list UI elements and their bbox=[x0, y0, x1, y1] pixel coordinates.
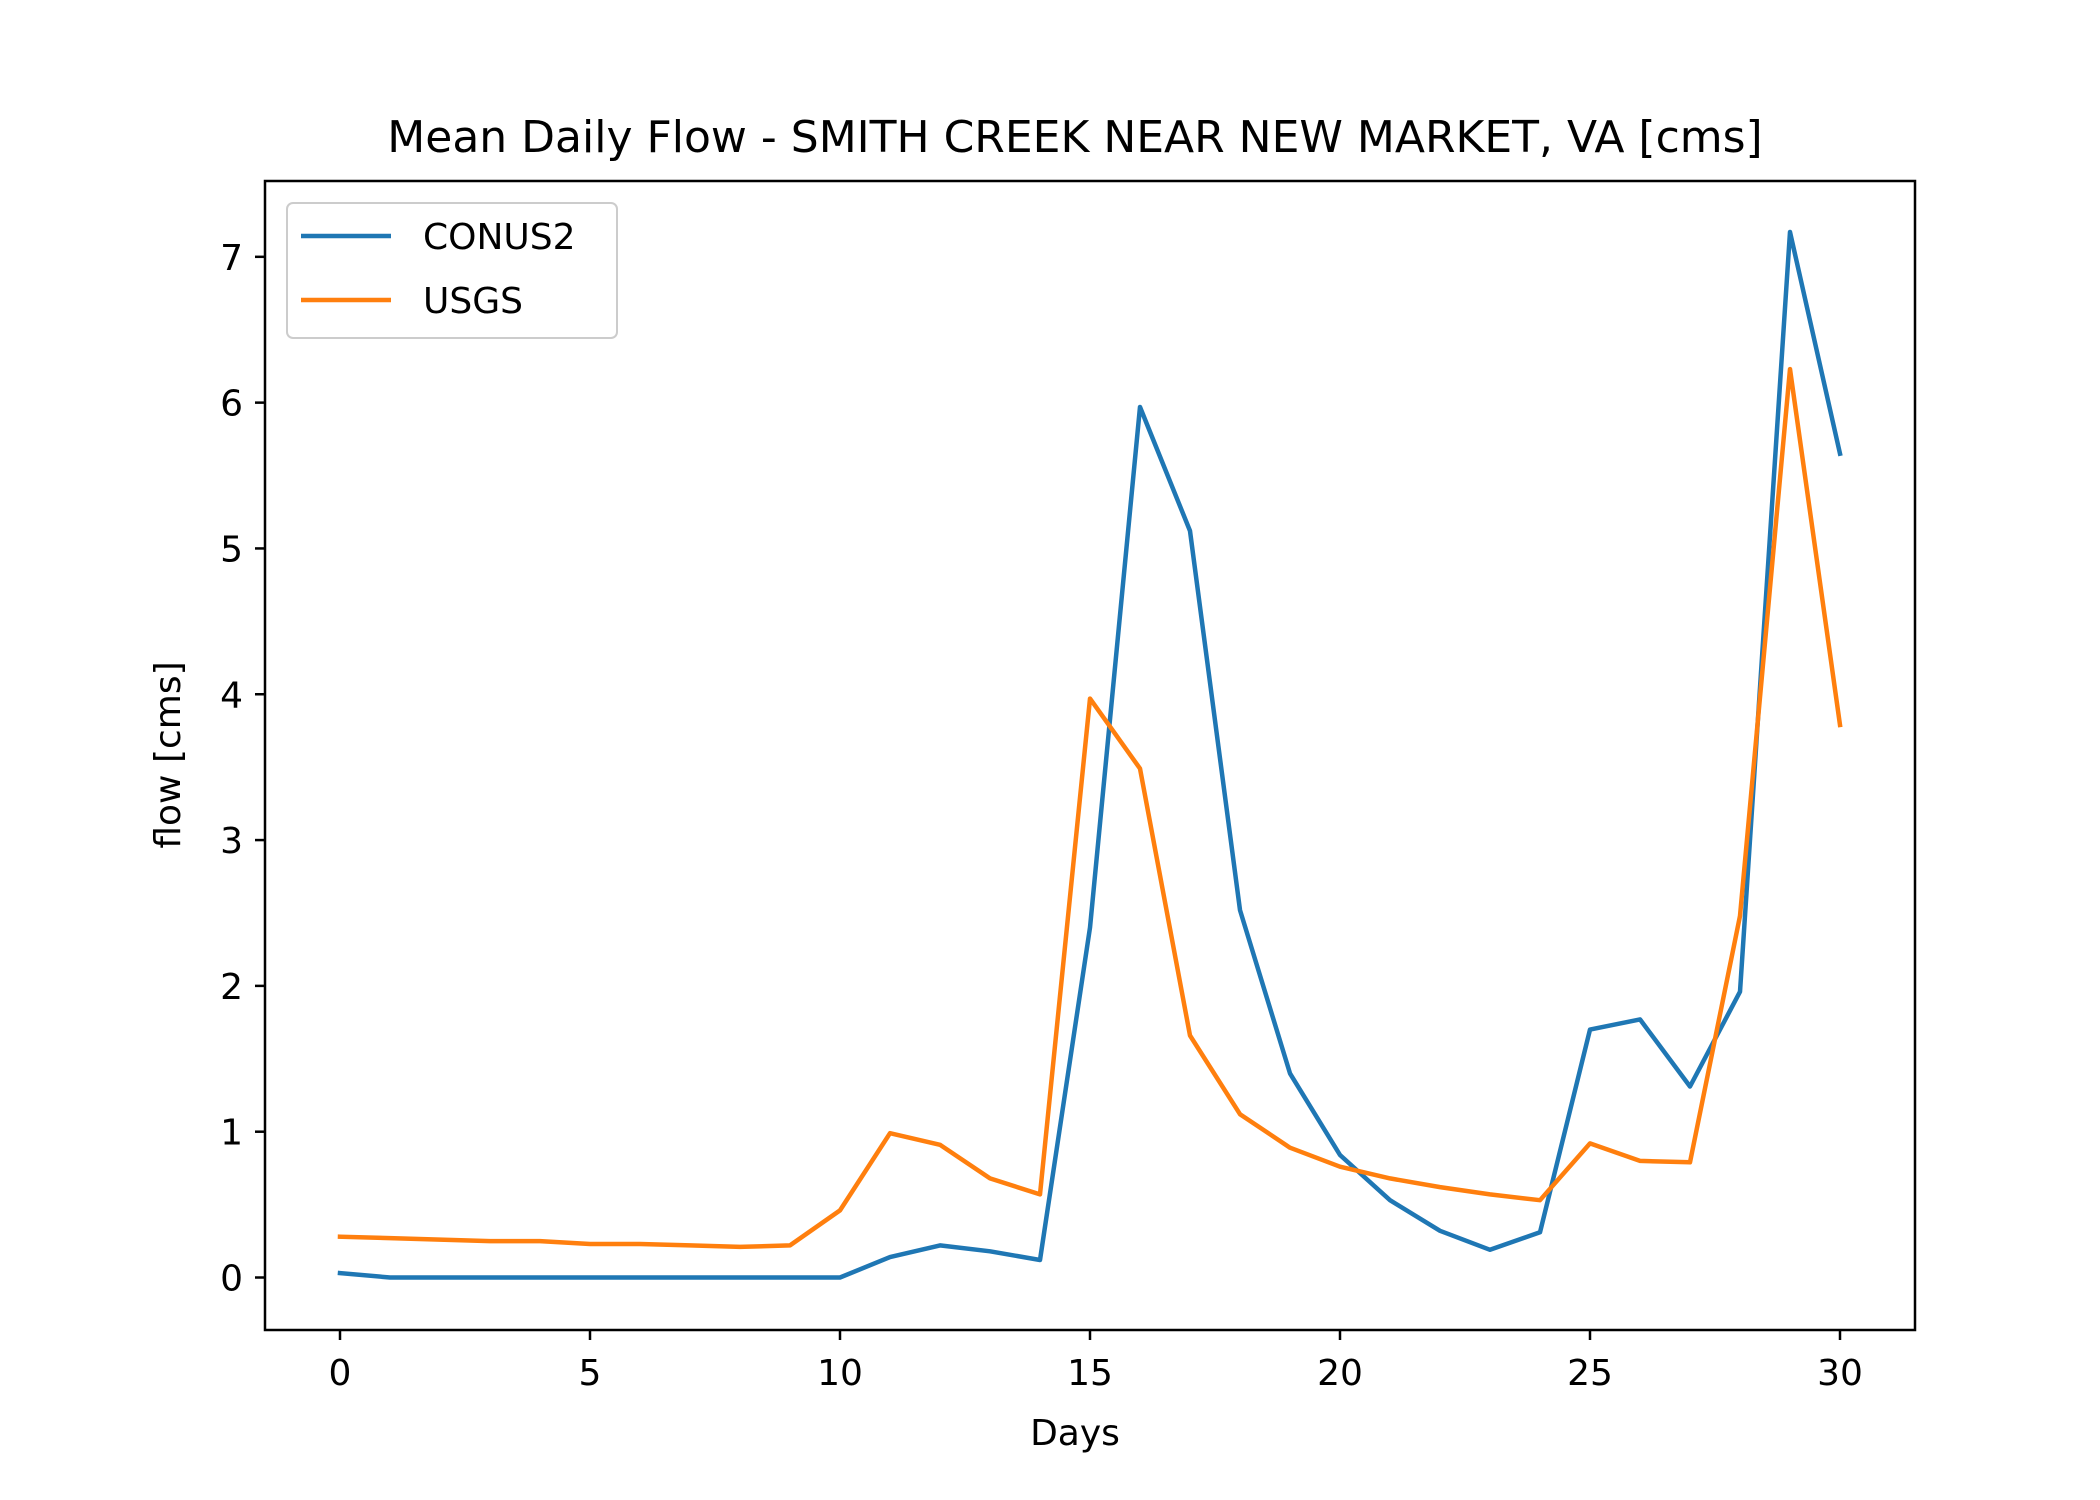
x-tick-label: 20 bbox=[1317, 1353, 1363, 1394]
x-tick-label: 25 bbox=[1567, 1353, 1613, 1394]
y-tick-label: 1 bbox=[220, 1113, 243, 1154]
legend-label-conus2: CONUS2 bbox=[423, 217, 576, 258]
x-tick-label: 5 bbox=[579, 1353, 602, 1394]
x-axis-label: Days bbox=[1030, 1413, 1120, 1454]
legend: CONUS2 USGS bbox=[286, 202, 618, 339]
x-tick-label: 30 bbox=[1817, 1353, 1863, 1394]
x-axis: 0 5 10 15 20 25 30 bbox=[329, 1330, 1863, 1394]
y-axis-label: flow [cms] bbox=[148, 661, 189, 848]
series-line-conus2 bbox=[337, 229, 1843, 1280]
y-tick-label: 2 bbox=[220, 967, 243, 1008]
plot-frame bbox=[263, 179, 1917, 1332]
y-axis: 0 1 2 3 4 5 6 7 bbox=[220, 238, 265, 1300]
x-tick-label: 15 bbox=[1067, 1353, 1113, 1394]
x-tick-label: 10 bbox=[817, 1353, 863, 1394]
series-layer bbox=[337, 229, 1843, 1280]
y-tick-label: 7 bbox=[220, 238, 243, 279]
y-tick-label: 5 bbox=[220, 529, 243, 570]
y-tick-label: 6 bbox=[220, 384, 243, 425]
y-tick-label: 4 bbox=[220, 675, 243, 716]
legend-label-usgs: USGS bbox=[423, 281, 523, 322]
chart-title: Mean Daily Flow - SMITH CREEK NEAR NEW M… bbox=[387, 112, 1762, 163]
series-line-usgs bbox=[337, 366, 1843, 1250]
x-tick-label: 0 bbox=[329, 1353, 352, 1394]
y-tick-label: 3 bbox=[220, 821, 243, 862]
y-tick-label: 0 bbox=[220, 1259, 243, 1300]
